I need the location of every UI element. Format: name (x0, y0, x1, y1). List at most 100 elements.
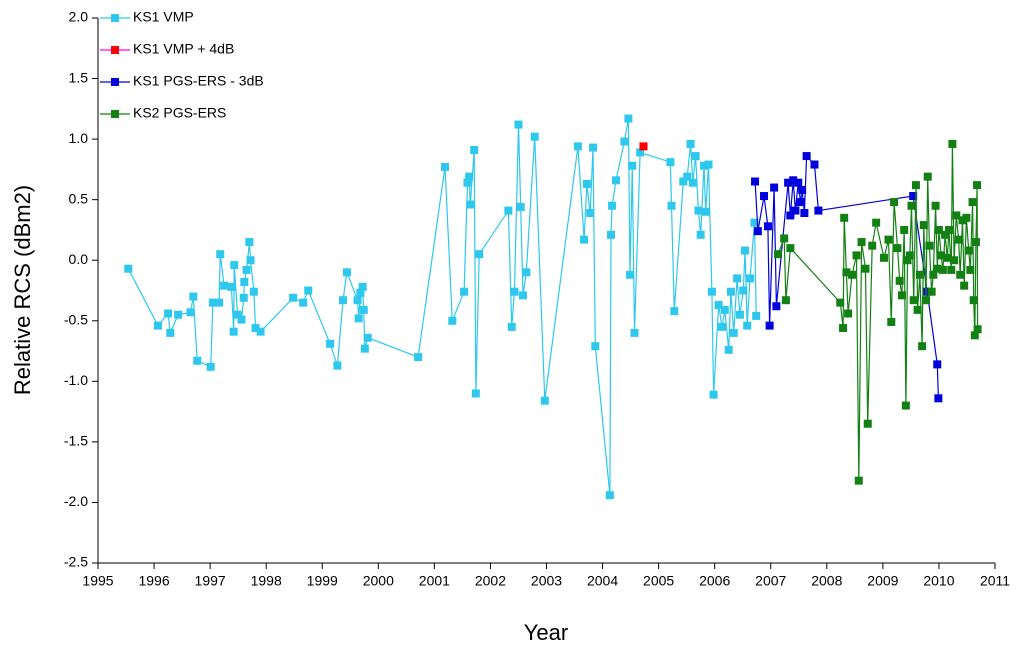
data-point (915, 270, 924, 279)
data-point (249, 287, 258, 296)
data-point (937, 251, 946, 260)
data-point (925, 241, 934, 250)
data-point (471, 389, 480, 398)
data-point (359, 305, 368, 314)
data-point (786, 244, 795, 253)
y-tick-label: 0.5 (69, 190, 89, 206)
data-point (733, 274, 742, 283)
data-point (356, 288, 365, 297)
series-line (777, 143, 979, 481)
data-point (966, 265, 975, 274)
data-point (929, 270, 938, 279)
data-point (691, 152, 700, 161)
data-point (907, 201, 916, 210)
data-point (240, 278, 249, 287)
x-tick-label: 2000 (363, 573, 394, 589)
data-point (943, 253, 952, 262)
data-point (620, 137, 629, 146)
data-point (868, 241, 877, 250)
data-point (911, 181, 920, 190)
data-point (954, 235, 963, 244)
data-point (746, 274, 755, 283)
legend-label: KS1 VMP + 4dB (133, 41, 234, 57)
data-point (582, 179, 591, 188)
data-point (973, 181, 982, 190)
legend-label: KS2 PGS-ERS (133, 105, 226, 121)
data-point (679, 177, 688, 186)
data-point (724, 345, 733, 354)
data-point (530, 132, 539, 141)
y-axis-title: Relative RCS (dBm2) (10, 185, 35, 395)
data-point (814, 206, 823, 215)
data-point (239, 293, 248, 302)
x-tick-label: 2011 (980, 573, 1010, 589)
data-point (931, 201, 940, 210)
y-tick-label: -1.0 (64, 372, 88, 388)
data-point (342, 268, 351, 277)
x-tick-label: 2005 (643, 573, 674, 589)
data-point (701, 207, 710, 216)
legend-marker (111, 78, 119, 86)
data-point (518, 291, 527, 300)
series-line (127, 118, 757, 496)
data-point (624, 114, 633, 123)
data-point (739, 286, 748, 295)
data-point (919, 221, 928, 230)
data-point (852, 251, 861, 260)
data-point (630, 328, 639, 337)
data-point (363, 333, 372, 342)
data-point (909, 296, 918, 305)
data-point (950, 256, 959, 265)
data-point (246, 256, 255, 265)
data-point (927, 287, 936, 296)
data-point (800, 208, 809, 217)
data-point (589, 143, 598, 152)
data-point (470, 146, 479, 155)
data-point (765, 321, 774, 330)
x-tick-label: 2008 (811, 573, 842, 589)
data-point (726, 287, 735, 296)
data-point (794, 178, 803, 187)
data-point (879, 253, 888, 262)
data-point (636, 148, 645, 157)
legend-label: KS1 PGS-ERS - 3dB (133, 73, 264, 89)
data-point (507, 322, 516, 331)
data-point (933, 360, 942, 369)
data-point (922, 296, 931, 305)
data-point (504, 206, 513, 215)
data-point (905, 251, 914, 260)
y-tick-label: -2.5 (64, 554, 88, 570)
data-point (354, 314, 363, 323)
data-point (639, 142, 648, 151)
legend-marker (111, 110, 119, 118)
data-point (884, 235, 893, 244)
data-point (626, 270, 635, 279)
data-point (923, 287, 932, 296)
series-line (754, 154, 939, 399)
data-point (591, 342, 600, 351)
data-point (751, 177, 760, 186)
data-point (516, 202, 525, 211)
data-point (772, 302, 781, 311)
data-point (522, 268, 531, 277)
data-point (752, 311, 761, 320)
data-point (887, 317, 896, 326)
data-point (897, 291, 906, 300)
y-tick-label: -2.0 (64, 493, 88, 509)
y-tick-label: 1.0 (69, 130, 89, 146)
data-point (124, 264, 133, 273)
data-point (304, 286, 313, 295)
data-point (893, 244, 902, 253)
data-point (780, 234, 789, 243)
data-point (670, 307, 679, 316)
data-point (729, 328, 738, 337)
x-tick-label: 2010 (923, 573, 954, 589)
data-point (216, 250, 225, 259)
data-point (781, 296, 790, 305)
data-point (941, 230, 950, 239)
data-point (540, 396, 549, 405)
data-point (750, 218, 759, 227)
data-point (934, 394, 943, 403)
data-point (220, 281, 229, 290)
